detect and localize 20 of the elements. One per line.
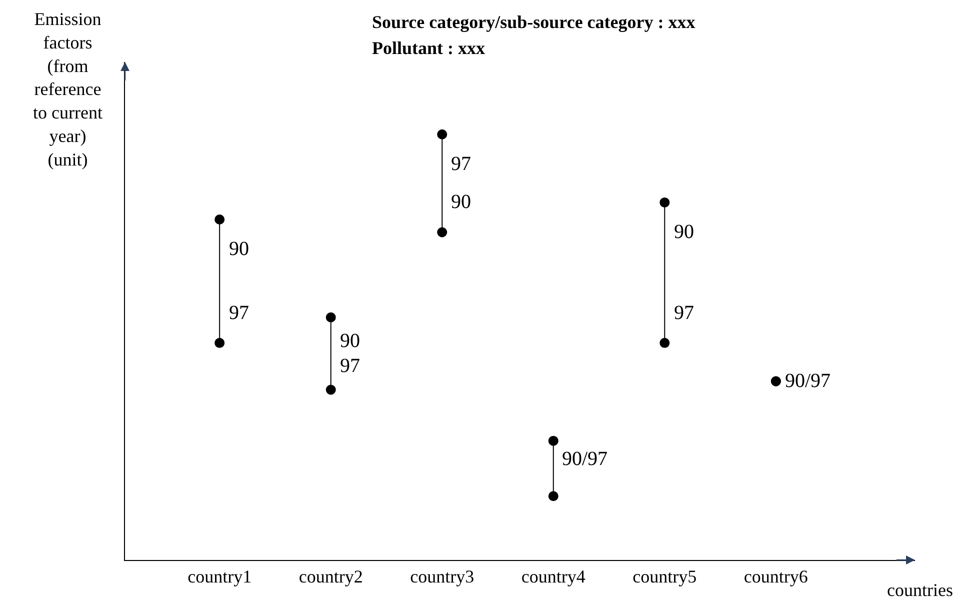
chart-title: Source category/sub-source category : xxx xyxy=(372,12,696,32)
x-tick-label: country4 xyxy=(521,566,586,587)
annotation: 97 xyxy=(340,355,360,377)
x-tick-label: country6 xyxy=(744,566,808,587)
annotation: 90 xyxy=(229,238,249,260)
annotation: 90 xyxy=(340,330,360,352)
x-tick-label: country1 xyxy=(188,566,252,587)
annotation: 97 xyxy=(674,302,694,324)
annotation: 90 xyxy=(674,221,694,243)
chart-subtitle: Pollutant : xxx xyxy=(372,38,486,58)
annotation: 97 xyxy=(229,302,249,324)
x-axis-title: countries xyxy=(887,580,953,600)
annotation: 90/97 xyxy=(785,370,831,392)
y-axis-title: Emission factors (from reference to current year) (unit) xyxy=(33,9,102,170)
x-tick-label: country5 xyxy=(632,566,697,587)
annotation: 90 xyxy=(451,191,471,213)
x-tick-label: country3 xyxy=(410,566,474,587)
annotation: 97 xyxy=(451,153,471,175)
annotation: 90/97 xyxy=(562,448,608,470)
x-tick-label: country2 xyxy=(298,566,363,587)
